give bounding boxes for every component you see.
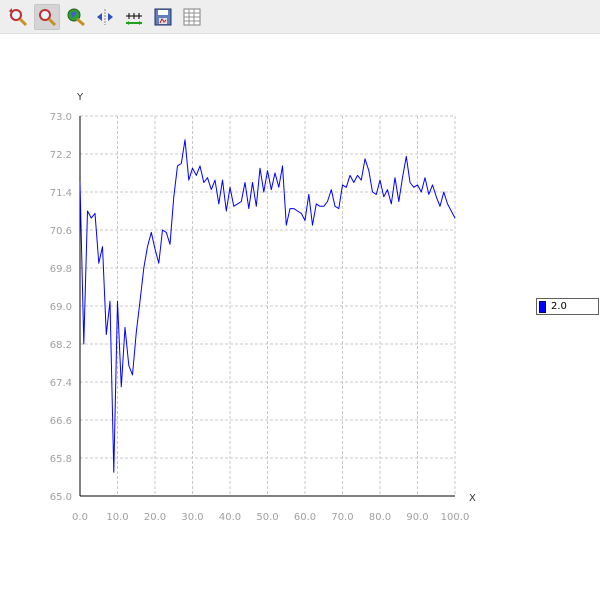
x-tick-label: 70.0 <box>331 512 353 523</box>
y-tick-label: 65.0 <box>50 492 72 503</box>
axes <box>79 116 455 497</box>
toolbar <box>0 0 600 34</box>
table-icon <box>183 8 201 26</box>
grid <box>80 115 456 496</box>
x-tick-label: 30.0 <box>181 512 203 523</box>
save-button[interactable] <box>150 4 176 30</box>
x-tick-label: 60.0 <box>294 512 316 523</box>
y-axis-label: Y <box>76 92 84 103</box>
y-tick-label: 70.6 <box>50 226 72 237</box>
x-tick-label: 40.0 <box>219 512 241 523</box>
zoom-xy-button[interactable] <box>5 4 31 30</box>
legend-swatch <box>539 300 546 313</box>
y-tick-label: 69.8 <box>50 264 72 275</box>
x-tick-label: 100.0 <box>441 512 470 523</box>
legend: 2.0 <box>536 298 599 315</box>
legend-label: 2.0 <box>551 301 567 312</box>
axis-range-icon <box>126 13 142 25</box>
axis-range-button[interactable] <box>121 4 147 30</box>
x-tick-label: 80.0 <box>369 512 391 523</box>
table-button[interactable] <box>179 4 205 30</box>
tick-labels: 0.0 10.0 20.0 30.0 40.0 50.0 60.0 70.0 80.0 90.0 1… <box>50 112 470 523</box>
x-tick-label: 20.0 <box>144 512 166 523</box>
y-tick-label: 67.4 <box>50 378 72 389</box>
y-tick-label: 66.6 <box>50 416 72 427</box>
x-tick-label: 0.0 <box>72 512 88 523</box>
auto-range-button[interactable] <box>92 4 118 30</box>
y-tick-label: 69.0 <box>50 302 72 313</box>
y-tick-label: 65.8 <box>50 454 72 465</box>
series-layer <box>79 139 456 473</box>
zoom-out-button[interactable] <box>63 4 89 30</box>
y-tick-label: 72.2 <box>50 150 72 161</box>
y-tick-label: 68.2 <box>50 340 72 351</box>
save-icon <box>154 8 172 26</box>
y-tick-label: 73.0 <box>50 112 72 123</box>
x-tick-label: 10.0 <box>106 512 128 523</box>
zoom-xy-icon <box>9 8 28 27</box>
x-tick-label: 50.0 <box>256 512 278 523</box>
zoom-button[interactable] <box>34 4 60 30</box>
auto-range-icon <box>97 9 113 25</box>
y-tick-label: 71.4 <box>50 188 72 199</box>
x-tick-label: 90.0 <box>406 512 428 523</box>
series-line <box>79 139 456 473</box>
x-axis-label: X <box>469 493 476 504</box>
zoom-out-icon <box>67 8 85 27</box>
zoom-icon <box>39 9 57 27</box>
